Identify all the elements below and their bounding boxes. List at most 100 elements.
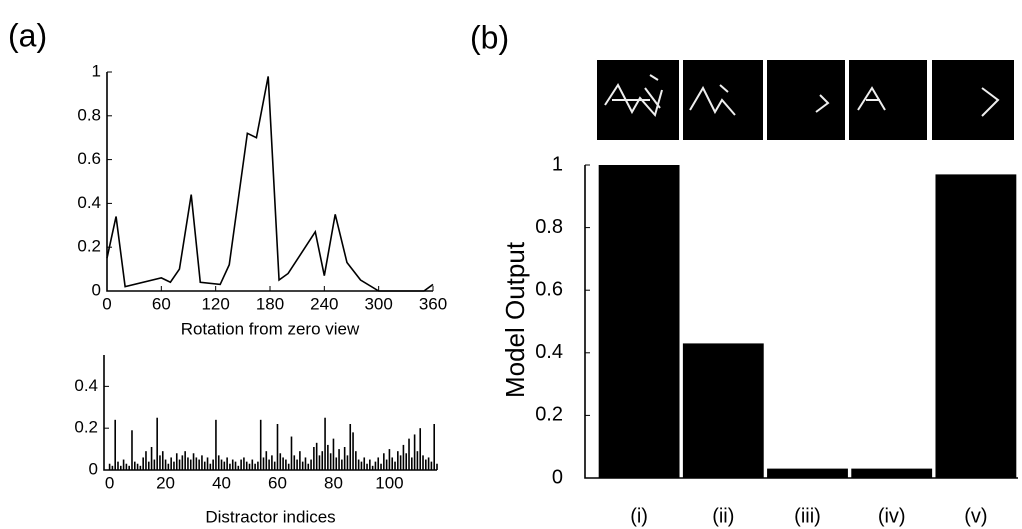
- x-tick-label: 40: [212, 473, 231, 492]
- x-tick-label: 0: [105, 473, 114, 492]
- x-tick-label: 300: [364, 294, 392, 313]
- y-tick-label: 1: [92, 61, 101, 80]
- bar: [276, 424, 279, 470]
- bar: [175, 453, 178, 470]
- bar: [285, 459, 287, 470]
- bar: [133, 461, 136, 470]
- bar: [189, 459, 192, 470]
- bar: [237, 465, 240, 470]
- bar: [377, 457, 380, 470]
- bar: [318, 455, 321, 470]
- bar: [257, 461, 259, 470]
- bar: [411, 457, 413, 470]
- bar: [223, 461, 226, 470]
- bar: [430, 461, 433, 470]
- bar: [201, 455, 203, 470]
- bar: [304, 457, 307, 470]
- bar: [436, 463, 438, 470]
- bar: [125, 463, 128, 470]
- x-tick-label: (v): [964, 505, 987, 527]
- stimulus-drawing: [604, 74, 663, 118]
- bar: [220, 459, 223, 470]
- bar: [108, 463, 111, 470]
- y-tick-label: 0.6: [535, 278, 563, 300]
- bar: [145, 451, 147, 470]
- bar: [234, 461, 237, 470]
- bar: [164, 459, 167, 470]
- bar: [192, 453, 195, 470]
- bar: [313, 447, 315, 470]
- bar: [150, 447, 153, 470]
- bar: [178, 459, 181, 470]
- bar: [338, 449, 340, 470]
- bar: [265, 451, 268, 470]
- bar: [363, 457, 366, 470]
- x-tick-label: 80: [324, 473, 343, 492]
- bar: [369, 459, 371, 470]
- bar: [427, 457, 430, 470]
- panel-label: (b): [470, 19, 509, 55]
- bar: [161, 451, 164, 470]
- bar: [422, 455, 424, 470]
- bar: [153, 459, 156, 470]
- x-tick-label: 0: [102, 294, 111, 313]
- x-axis-label: Rotation from zero view: [181, 319, 360, 338]
- y-tick-label: 0.6: [77, 149, 101, 168]
- bar: [245, 461, 248, 470]
- x-tick-label: (ii): [712, 505, 734, 527]
- bar: [259, 419, 262, 470]
- y-tick-label: 0: [552, 466, 563, 488]
- bar: [184, 451, 186, 470]
- bar: [360, 461, 363, 470]
- bar: [156, 417, 158, 470]
- bar: [271, 455, 273, 470]
- bar: [425, 459, 427, 470]
- stimulus-drawing: [689, 84, 736, 116]
- x-tick-label: 180: [256, 294, 284, 313]
- bar: [321, 451, 324, 470]
- y-tick-label: 0.4: [74, 376, 98, 395]
- bar: [371, 465, 374, 470]
- bar: [111, 465, 114, 470]
- bar: [290, 436, 293, 470]
- bar: [399, 455, 402, 470]
- bar: [343, 447, 346, 470]
- stimulus-drawing: [857, 86, 886, 111]
- bar: [346, 455, 349, 470]
- bar: [310, 459, 312, 470]
- bar: [380, 463, 382, 470]
- x-tick-label: 20: [156, 473, 175, 492]
- bar: [366, 463, 368, 470]
- bar: [243, 457, 245, 470]
- bar: [851, 468, 933, 478]
- bar: [212, 459, 214, 470]
- bar: [136, 463, 139, 470]
- y-tick-label: 0.4: [535, 341, 563, 363]
- bar: [315, 442, 318, 470]
- bar: [167, 463, 170, 470]
- stimulus-images: [597, 60, 1014, 140]
- bar: [114, 419, 116, 470]
- y-tick-label: 0.2: [535, 404, 563, 426]
- x-tick-label: 60: [152, 294, 171, 313]
- bar: [388, 449, 391, 470]
- bar: [273, 461, 276, 470]
- bar: [217, 455, 220, 470]
- stimulus-drawing: [981, 87, 1000, 117]
- bar: [139, 465, 142, 470]
- bar: [682, 343, 764, 478]
- bar: [203, 461, 206, 470]
- bar: [327, 444, 329, 470]
- bar: [413, 434, 416, 470]
- bar: [385, 459, 388, 470]
- bar: [287, 463, 290, 470]
- bar: [397, 451, 399, 470]
- y-tick-label: 0.4: [77, 193, 101, 212]
- bar: [119, 465, 122, 470]
- bar: [391, 457, 394, 470]
- bar: [324, 417, 326, 470]
- bar: [405, 453, 408, 470]
- bar: [229, 463, 231, 470]
- bar: [394, 461, 396, 470]
